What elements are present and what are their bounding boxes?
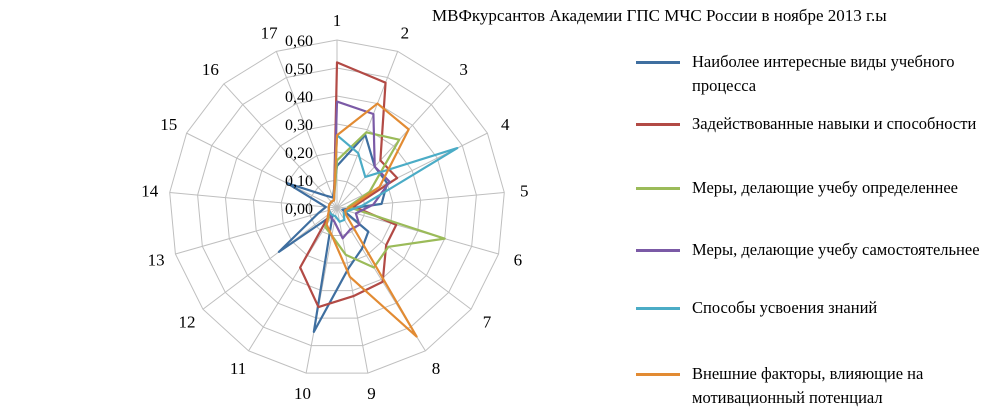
category-label-16: 16 xyxy=(202,60,219,79)
category-label-8: 8 xyxy=(432,359,441,378)
r-tick-label: 0,50 xyxy=(285,61,313,78)
category-label-3: 3 xyxy=(459,60,468,79)
category-label-1: 1 xyxy=(333,11,342,30)
category-label-6: 6 xyxy=(514,250,523,269)
grid-ring-6 xyxy=(169,39,505,374)
legend-label-4: Меры, делающие учебу самостоятельнее xyxy=(692,240,980,259)
grid-ring-4 xyxy=(224,95,450,319)
legend-item-5: Способы усвоения знаний xyxy=(636,296,982,320)
category-label-9: 9 xyxy=(367,384,376,403)
legend-swatch-5 xyxy=(636,307,680,310)
spoke-12 xyxy=(202,207,338,310)
r-tick-label: 0,00 xyxy=(285,201,313,218)
r-tick-label: 0,60 xyxy=(285,33,313,50)
spoke-11 xyxy=(248,207,338,352)
spoke-2 xyxy=(336,51,399,209)
r-tick-label: 0,10 xyxy=(285,173,313,190)
legend-item-6: Внешние факторы, влияющие на мотивационн… xyxy=(636,362,982,410)
series-line-1 xyxy=(277,133,389,333)
legend-item-4: Меры, делающие учебу самостоятельнее xyxy=(636,238,982,262)
series-line-6 xyxy=(325,102,418,338)
category-label-11: 11 xyxy=(230,359,246,378)
legend-label-3: Меры, делающие учебу определеннее xyxy=(692,178,958,197)
legend-item-1: Наиболее интересные виды учебного процес… xyxy=(636,50,982,98)
spoke-15 xyxy=(186,132,338,209)
r-tick-label: 0,20 xyxy=(285,145,313,162)
category-label-2: 2 xyxy=(401,24,410,43)
spoke-17 xyxy=(275,51,338,209)
legend-label-2: Задействованные навыки и способности xyxy=(692,114,977,133)
category-label-4: 4 xyxy=(501,115,510,134)
r-tick-label: 0,30 xyxy=(285,117,313,134)
spoke-14 xyxy=(169,192,338,209)
category-label-15: 15 xyxy=(160,115,177,134)
spoke-16 xyxy=(223,83,338,209)
grid-ring-5 xyxy=(197,67,477,347)
legend-swatch-1 xyxy=(636,61,680,64)
grid-ring-1 xyxy=(308,179,366,237)
spoke-3 xyxy=(336,83,451,209)
r-tick-label: 0,40 xyxy=(285,89,313,106)
legend-item-2: Задействованные навыки и способности xyxy=(636,112,982,136)
legend-swatch-3 xyxy=(636,187,680,190)
category-label-13: 13 xyxy=(148,250,165,269)
legend-label-5: Способы усвоения знаний xyxy=(692,298,878,317)
category-label-12: 12 xyxy=(178,312,195,331)
legend-label-1: Наиболее интересные виды учебного процес… xyxy=(692,52,955,95)
category-label-10: 10 xyxy=(294,384,311,403)
legend-label-6: Внешние факторы, влияющие на мотивационн… xyxy=(692,364,924,407)
category-label-5: 5 xyxy=(520,182,529,201)
legend-swatch-6 xyxy=(636,373,680,376)
legend-item-3: Меры, делающие учебу определеннее xyxy=(636,176,982,200)
spoke-4 xyxy=(336,132,488,209)
legend-swatch-4 xyxy=(636,249,680,252)
spoke-6 xyxy=(336,207,499,255)
category-label-7: 7 xyxy=(483,312,492,331)
legend-swatch-2 xyxy=(636,123,680,126)
chart-title: МВФкурсантов Академии ГПС МЧС России в н… xyxy=(432,6,887,25)
spoke-13 xyxy=(175,207,338,255)
category-label-14: 14 xyxy=(141,182,159,201)
category-label-17: 17 xyxy=(261,24,279,43)
